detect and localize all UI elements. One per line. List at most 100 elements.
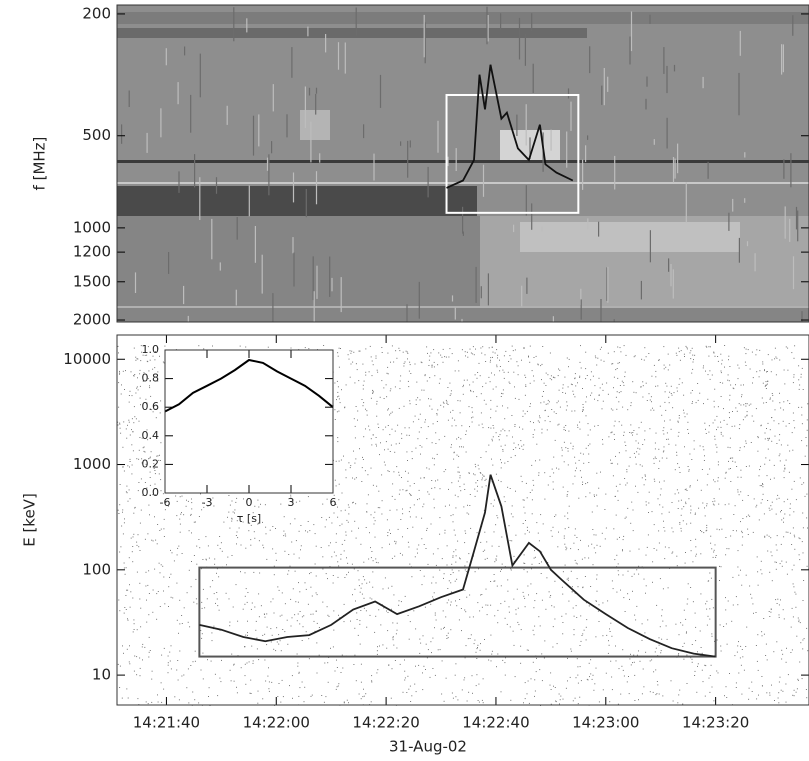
noise-dot [132,597,134,599]
noise-dot [656,681,658,682]
noise-dot [457,400,459,402]
noise-dot [514,424,516,425]
noise-dot [253,531,255,533]
noise-dot [362,456,363,458]
noise-dot [690,550,692,552]
noise-dot [773,420,775,422]
streak [531,203,533,230]
noise-dot [338,366,340,368]
noise-dot [594,385,596,387]
noise-dot [201,607,203,609]
noise-dot [146,429,148,431]
noise-dot [348,702,349,704]
noise-dot [643,686,645,688]
noise-dot [682,624,684,626]
noise-dot [213,505,215,507]
noise-dot [766,371,768,372]
streak [500,13,502,31]
noise-dot [484,549,486,551]
noise-dot [507,590,509,592]
noise-dot [231,520,233,522]
noise-dot [496,366,498,368]
noise-dot [336,686,338,688]
noise-dot [544,410,546,412]
noise-dot [559,699,561,701]
noise-dot [198,516,200,517]
noise-dot [471,675,473,677]
noise-dot [725,623,727,625]
noise-dot [419,399,421,401]
noise-dot [152,611,154,613]
noise-dot [436,453,438,455]
noise-dot [596,472,598,474]
noise-dot [431,365,433,367]
noise-dot [787,347,789,349]
noise-dot [692,561,694,563]
noise-dot [595,636,597,638]
noise-dot [256,648,258,650]
noise-dot [638,548,640,550]
noise-dot [650,409,652,411]
noise-dot [576,617,578,618]
y-tick-label: 1000 [73,455,111,473]
noise-dot [765,402,767,403]
noise-dot [539,625,541,627]
noise-dot [610,622,612,624]
noise-dot [409,364,411,366]
noise-dot [639,448,641,450]
noise-dot [615,660,617,662]
noise-dot [160,442,162,444]
noise-dot [533,557,535,559]
noise-dot [387,448,389,450]
noise-dot [735,682,737,684]
noise-dot [780,444,782,446]
streak [606,267,608,301]
noise-dot [452,409,454,411]
noise-dot [568,430,570,432]
noise-dot [551,468,553,470]
noise-dot [492,464,494,466]
streak [211,218,213,260]
noise-dot [683,412,685,414]
noise-dot [695,626,697,628]
noise-dot [369,597,371,599]
noise-dot [717,406,719,408]
noise-dot [659,504,661,506]
noise-dot [371,375,373,377]
noise-dot [394,498,396,500]
noise-dot [576,578,578,580]
noise-dot [344,577,346,578]
noise-dot [689,486,691,488]
noise-dot [767,439,769,441]
noise-dot [567,680,568,682]
noise-dot [386,647,388,649]
noise-dot [642,396,644,398]
noise-dot [481,486,483,488]
noise-dot [449,504,450,506]
noise-dot [618,362,620,364]
noise-dot [765,457,767,459]
noise-dot [520,475,522,477]
noise-dot [268,688,270,690]
noise-dot [439,517,441,519]
noise-dot [634,674,636,676]
noise-dot [513,555,515,557]
noise-dot [335,533,337,535]
noise-dot [679,523,681,525]
noise-dot [132,450,134,452]
noise-dot [221,659,222,661]
noise-dot [490,399,492,401]
noise-dot [683,609,685,611]
spectrogram-streaks [121,6,803,322]
noise-dot [554,439,556,441]
noise-dot [565,447,567,449]
noise-dot [408,638,410,640]
noise-dot [488,444,490,446]
noise-dot [806,565,808,567]
noise-dot [745,353,747,355]
noise-dot [337,441,339,443]
noise-dot [535,671,537,673]
noise-dot [407,460,408,461]
noise-dot [480,594,482,596]
noise-dot [793,480,795,482]
